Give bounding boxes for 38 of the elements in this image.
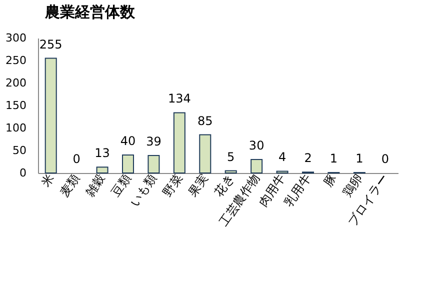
data-label: 134	[168, 92, 191, 106]
data-label: 85	[198, 114, 213, 128]
data-label: 40	[120, 134, 136, 148]
y-tick-label: 50	[12, 144, 26, 157]
x-tick-label: 豚	[321, 171, 340, 190]
x-tick-label: 麦類	[57, 171, 82, 200]
bar	[44, 58, 57, 174]
y-tick-label: 250	[6, 54, 26, 67]
bar	[199, 134, 212, 174]
y-tick-label: 300	[6, 32, 26, 44]
bar	[250, 159, 263, 174]
chart-title: 農業経営体数	[44, 3, 136, 21]
bar	[173, 112, 186, 174]
data-label: 4	[278, 150, 286, 164]
data-label: 0	[72, 152, 80, 166]
x-tick-label: 果実	[186, 171, 211, 200]
data-label: 1	[356, 152, 364, 166]
x-tick-label: 野菜	[160, 171, 186, 200]
data-label: 5	[227, 150, 235, 164]
y-tick-label: 150	[6, 99, 26, 112]
bar	[122, 154, 134, 174]
data-label: 30	[248, 138, 264, 152]
bar	[148, 154, 160, 174]
y-tick-label: 200	[6, 76, 26, 90]
data-label: 13	[94, 146, 110, 160]
x-tick-label: 豆類	[108, 171, 134, 200]
data-label: 255	[39, 37, 62, 52]
x-tick-label: 鶏卵	[340, 171, 366, 200]
data-label: 0	[381, 152, 389, 166]
x-tick-label: 米	[38, 171, 57, 190]
data-label: 39	[146, 134, 162, 148]
y-tick-label: 0	[20, 166, 26, 180]
data-label: 2	[304, 151, 312, 166]
bar	[224, 170, 237, 174]
y-tick-label: 100	[6, 122, 26, 134]
bar	[96, 166, 108, 174]
x-tick-label: 雑穀	[82, 171, 108, 200]
data-label: 1	[330, 152, 338, 166]
